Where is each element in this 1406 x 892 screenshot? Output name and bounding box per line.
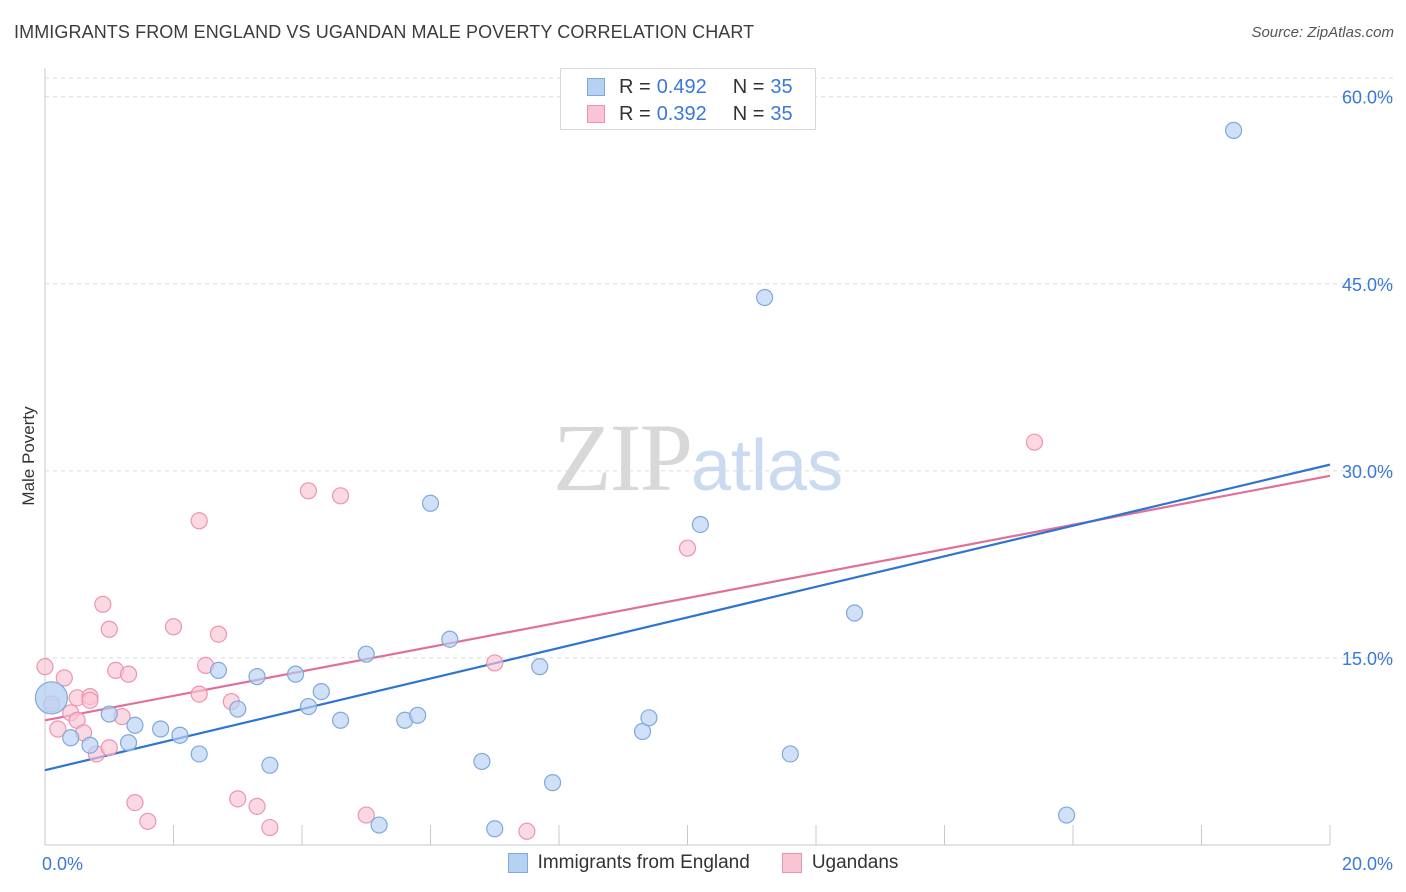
point-england (34, 681, 69, 715)
legend-row-ugandans: R = 0.392 N = 35 (587, 101, 793, 127)
point-ugandans (94, 595, 112, 613)
legend-row-england: R = 0.492 N = 35 (587, 74, 793, 100)
point-ugandans (190, 512, 208, 530)
legend-label-england: Immigrants from England (537, 852, 750, 873)
point-england (357, 645, 375, 663)
point-england (755, 288, 774, 307)
point-england (845, 604, 864, 622)
point-ugandans (49, 720, 67, 738)
point-england (286, 665, 305, 683)
point-england (531, 658, 549, 676)
y-tick-label: 60.0% (1342, 88, 1393, 108)
legend-r-value: 0.492 (656, 75, 707, 98)
point-ugandans (36, 658, 54, 676)
point-ugandans (190, 685, 208, 703)
point-england (261, 756, 279, 774)
legend-swatch-pink (587, 105, 605, 123)
grid-lines (45, 77, 1393, 659)
legend-item-ugandans: Ugandans (781, 852, 899, 874)
legend-label-ugandans: Ugandans (811, 852, 899, 873)
point-england (1057, 806, 1076, 824)
point-ugandans (357, 806, 375, 824)
y-tick-label: 15.0% (1342, 649, 1393, 669)
point-england (486, 820, 504, 838)
point-england (62, 729, 80, 747)
point-england (543, 774, 562, 792)
point-england (81, 736, 99, 754)
point-ugandans (139, 812, 157, 830)
series-legend: Immigrants from England Ugandans (0, 852, 1406, 874)
point-england (126, 716, 144, 734)
correlation-legend: R = 0.492 N = 35 R = 0.392 N = 35 (560, 68, 816, 130)
point-england (190, 745, 208, 763)
point-england (781, 745, 799, 763)
trend-lines (44, 463, 1331, 772)
point-ugandans (1025, 433, 1044, 451)
point-ugandans (119, 665, 138, 683)
point-ugandans (164, 618, 183, 636)
axes (44, 68, 1331, 846)
point-ugandans (229, 790, 247, 808)
point-england (1225, 121, 1243, 139)
point-ugandans (486, 654, 504, 672)
point-england (691, 515, 709, 534)
point-england (229, 700, 247, 718)
point-england (331, 711, 350, 729)
tick-labels: 15.0% 30.0% 45.0% 60.0% 0.0% 20.0% (42, 88, 1393, 874)
legend-r-value: 0.392 (656, 102, 707, 125)
legend-r-label: R = (619, 75, 651, 98)
point-ugandans (331, 487, 350, 505)
legend-n-label: N = (732, 102, 765, 125)
y-tick-label: 45.0% (1342, 275, 1393, 295)
point-england (421, 494, 440, 512)
point-ugandans (100, 739, 118, 757)
point-ugandans (55, 669, 73, 687)
point-england (248, 668, 266, 686)
point-england (441, 630, 459, 648)
point-england (209, 661, 228, 679)
point-ugandans (678, 539, 697, 557)
point-england (633, 722, 652, 741)
point-ugandans (126, 793, 144, 812)
point-england (640, 709, 658, 727)
point-england (100, 705, 118, 723)
point-england (409, 706, 427, 724)
trend-line-ugandans (44, 474, 1331, 722)
legend-swatch-blue (587, 78, 605, 96)
trend-line-england (44, 463, 1331, 772)
legend-swatch-pink (781, 853, 802, 873)
point-ugandans (81, 691, 99, 709)
point-england (299, 697, 318, 716)
point-england (171, 726, 189, 744)
legend-n-label: N = (732, 75, 765, 98)
y-axis-label: Male Poverty (19, 406, 38, 506)
legend-r-label: R = (619, 102, 651, 125)
point-ugandans (100, 620, 118, 638)
y-tick-label: 30.0% (1342, 462, 1393, 482)
point-ugandans (209, 625, 228, 643)
point-ugandans (518, 822, 536, 840)
legend-n-value: 35 (770, 102, 793, 125)
legend-n-value: 35 (770, 75, 793, 98)
legend-item-england: Immigrants from England (507, 852, 750, 874)
x-tick-label: 0.0% (42, 854, 83, 874)
point-england (152, 720, 170, 738)
chart-source: Source: ZipAtlas.com (1251, 24, 1394, 41)
legend-swatch-blue (507, 853, 528, 873)
point-ugandans (248, 797, 266, 815)
x-tick-label: 20.0% (1342, 854, 1393, 874)
point-england (312, 682, 330, 701)
point-england (119, 734, 138, 752)
point-ugandans (261, 818, 279, 837)
chart-title: IMMIGRANTS FROM ENGLAND VS UGANDAN MALE … (14, 22, 755, 42)
point-england (473, 752, 491, 771)
point-england (370, 816, 388, 834)
data-points (34, 121, 1243, 840)
point-ugandans (299, 482, 318, 500)
